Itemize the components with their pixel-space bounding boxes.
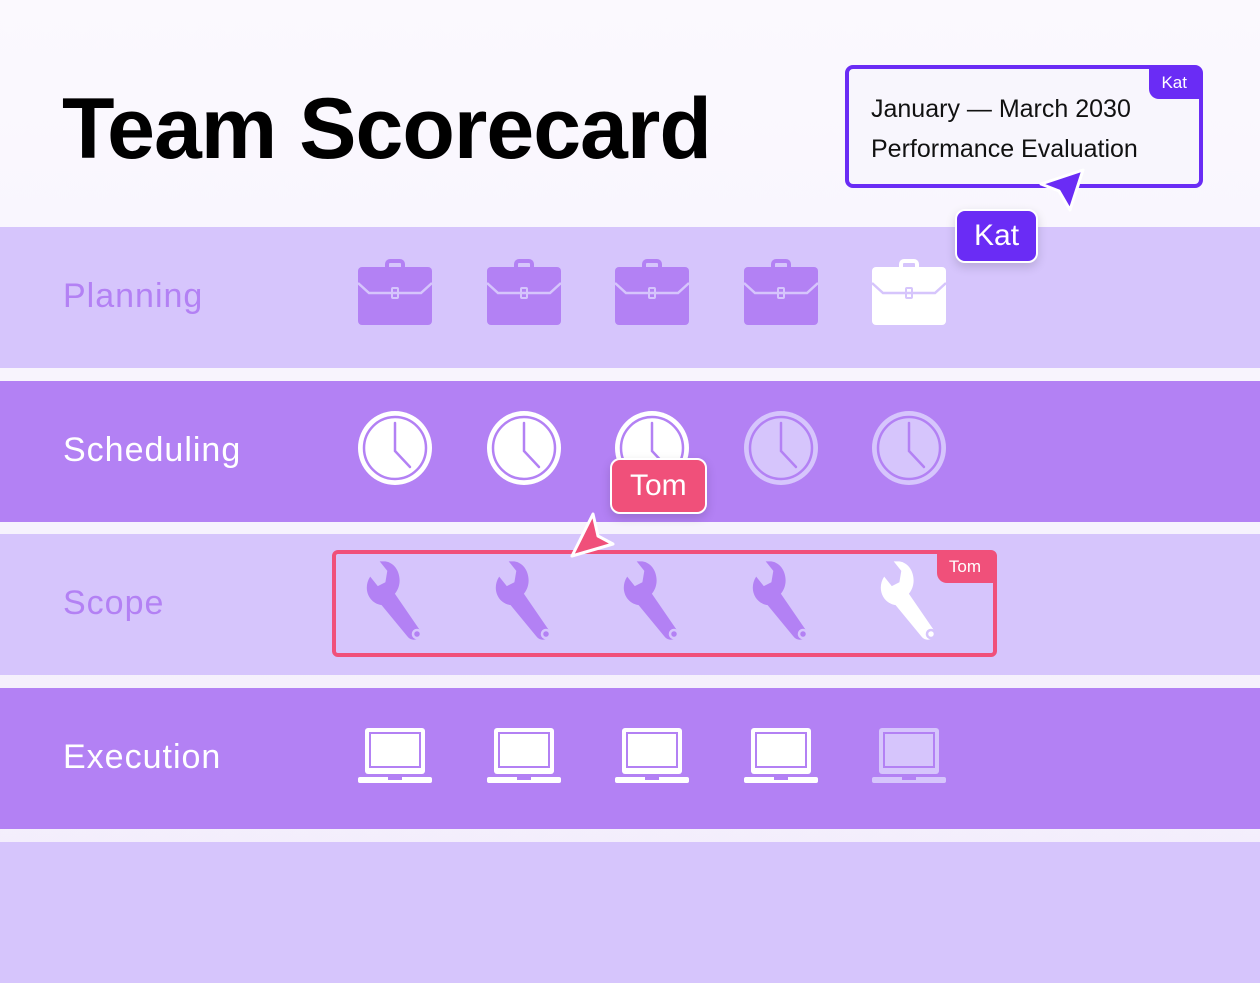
- wrench-filled-icon[interactable]: [355, 560, 435, 640]
- wrench-empty-icon[interactable]: [869, 560, 949, 640]
- row-label: Execution: [63, 737, 222, 776]
- wrench-filled-icon[interactable]: [484, 560, 564, 640]
- laptop-empty-icon[interactable]: [869, 714, 949, 794]
- row-label: Scope: [63, 584, 165, 622]
- briefcase-filled-icon[interactable]: [355, 253, 435, 333]
- row-label: Scheduling: [63, 430, 242, 469]
- scorecard-row-scope: Scope: [0, 534, 1260, 675]
- evaluation-period-textbox[interactable]: January — March 2030 Performance Evaluat…: [845, 65, 1203, 188]
- laptop-filled-icon[interactable]: [741, 714, 821, 794]
- clock-empty-icon[interactable]: [869, 407, 949, 487]
- evaluation-period: January — March 2030: [871, 95, 1131, 123]
- row-label: Planning: [63, 277, 204, 315]
- briefcase-filled-icon[interactable]: [741, 253, 821, 333]
- clock-filled-icon[interactable]: [484, 407, 564, 487]
- page-title: Team Scorecard: [62, 81, 712, 177]
- laptop-filled-icon[interactable]: [355, 714, 435, 794]
- clock-empty-icon[interactable]: [741, 407, 821, 487]
- wrench-filled-icon[interactable]: [612, 560, 692, 640]
- cursor-label-tom: Tom: [610, 458, 707, 514]
- editor-tag-tom: Tom: [936, 554, 993, 583]
- wrench-filled-icon[interactable]: [741, 560, 821, 640]
- selection-box-tom: Tom: [332, 550, 997, 657]
- scorecard-row-planning: Planning: [0, 227, 1260, 368]
- briefcase-filled-icon[interactable]: [612, 253, 692, 333]
- briefcase-filled-icon[interactable]: [484, 253, 564, 333]
- laptop-filled-icon[interactable]: [612, 714, 692, 794]
- scorecard-row-partial: [0, 842, 1260, 983]
- evaluation-subtitle: Performance Evaluation: [871, 135, 1138, 163]
- briefcase-empty-icon[interactable]: [869, 253, 949, 333]
- cursor-label-kat: Kat: [955, 209, 1039, 263]
- clock-filled-icon[interactable]: [355, 407, 435, 487]
- editor-tag-kat: Kat: [1149, 69, 1199, 99]
- scorecard-row-execution: Execution: [0, 687, 1260, 829]
- laptop-filled-icon[interactable]: [484, 714, 564, 794]
